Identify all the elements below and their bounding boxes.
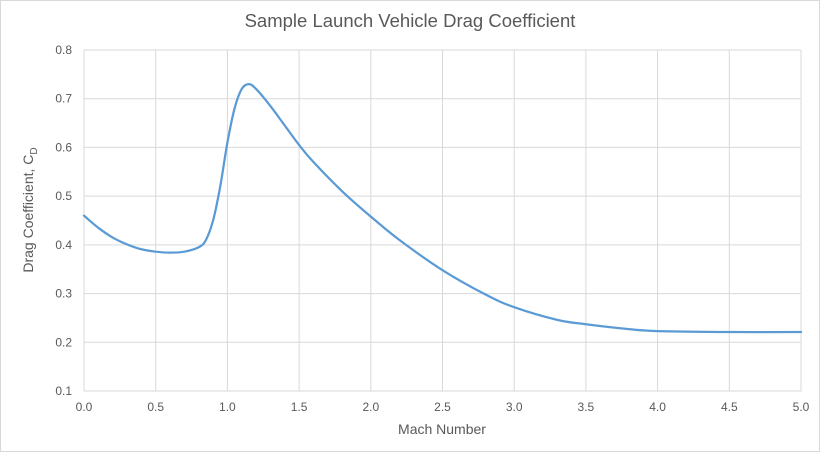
- y-tick-label: 0.5: [55, 189, 72, 203]
- y-tick-label: 0.8: [55, 43, 72, 57]
- x-tick-label: 4.5: [721, 400, 738, 414]
- chart-title: Sample Launch Vehicle Drag Coefficient: [245, 10, 576, 31]
- y-axis-label-main: Drag Coefficient, C: [20, 155, 36, 273]
- x-tick-label: 3.0: [506, 400, 523, 414]
- x-tick-label: 1.0: [219, 400, 236, 414]
- y-tick-labels: 0.1 0.2 0.3 0.4 0.5 0.6 0.7 0.8: [55, 43, 72, 398]
- y-tick-label: 0.6: [55, 140, 72, 154]
- x-tick-label: 2.0: [362, 400, 379, 414]
- x-tick-label: 4.0: [649, 400, 666, 414]
- x-tick-labels: 0.0 0.5 1.0 1.5 2.0 2.5 3.0 3.5 4.0 4.5 5.0: [76, 400, 810, 414]
- y-tick-label: 0.3: [55, 287, 72, 301]
- x-axis-label: Mach Number: [398, 421, 486, 437]
- x-tick-label: 1.5: [291, 400, 308, 414]
- x-tick-label: 3.5: [578, 400, 595, 414]
- series-line: [82, 82, 803, 334]
- y-tick-label: 0.4: [55, 238, 72, 252]
- x-tick-label: 0.5: [147, 400, 164, 414]
- y-tick-label: 0.1: [55, 384, 72, 398]
- y-axis-label: Drag Coefficient, CD: [20, 147, 40, 272]
- x-tick-label: 5.0: [793, 400, 810, 414]
- gridlines: [83, 49, 802, 392]
- x-tick-label: 2.5: [434, 400, 451, 414]
- y-axis-label-subscript: D: [29, 147, 40, 154]
- x-tick-label: 0.0: [76, 400, 93, 414]
- y-tick-label: 0.7: [55, 92, 72, 106]
- y-tick-label: 0.2: [55, 335, 72, 349]
